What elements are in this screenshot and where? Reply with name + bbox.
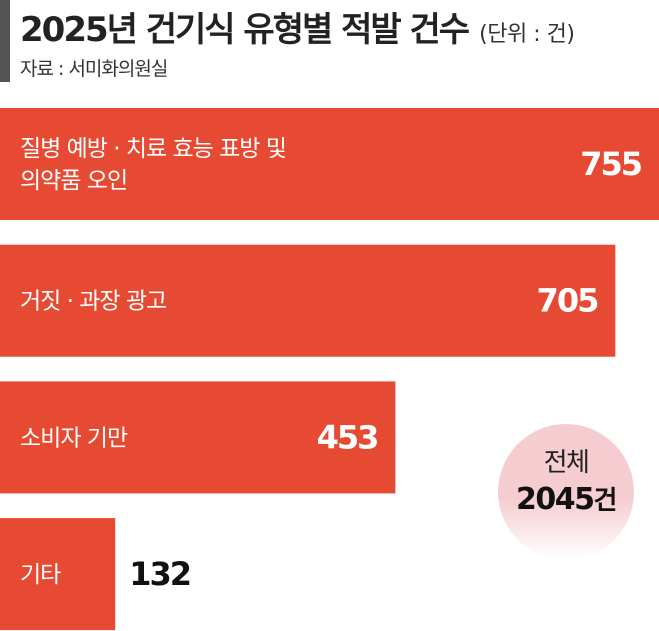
bar-label-line: 의약품 오인 — [20, 168, 127, 194]
bar-label-2: 소비자 기만 — [20, 425, 128, 451]
total-suffix: 건 — [594, 486, 616, 516]
total-label: 전체 — [544, 448, 589, 478]
total-badge: 전체 2045건 — [498, 424, 634, 560]
bar-label-line: 기타 — [20, 562, 61, 588]
title-block: 2025년 건기식 유형별 적발 건수 (단위 : 건) — [20, 2, 575, 51]
title-accent-bar — [0, 0, 10, 82]
chart-title: 2025년 건기식 유형별 적발 건수 — [20, 10, 470, 50]
bar-value-2: 453 — [317, 418, 378, 456]
total-value-line: 2045건 — [516, 482, 616, 517]
bar-0 — [0, 108, 659, 220]
bar-label-line: 거짓 · 과장 광고 — [20, 289, 166, 315]
total-circle — [498, 424, 634, 560]
bar-label-line: 질병 예방 · 치료 효능 표방 및 — [20, 136, 286, 162]
bar-value-0: 755 — [580, 145, 642, 183]
total-value: 2045 — [516, 482, 594, 517]
bar-label-1: 거짓 · 과장 광고 — [20, 289, 166, 315]
bar-1 — [0, 244, 616, 357]
bar-2 — [0, 381, 396, 494]
source-note: 자료 : 서미화의원실 — [20, 58, 168, 80]
bar-label-line: 소비자 기만 — [20, 425, 128, 451]
unit-note: (단위 : 건) — [479, 22, 575, 47]
bar-value-3: 132 — [129, 555, 190, 593]
bar-label-3: 기타 — [20, 562, 61, 588]
bar-value-1: 705 — [537, 282, 599, 320]
bar-3 — [0, 518, 116, 631]
